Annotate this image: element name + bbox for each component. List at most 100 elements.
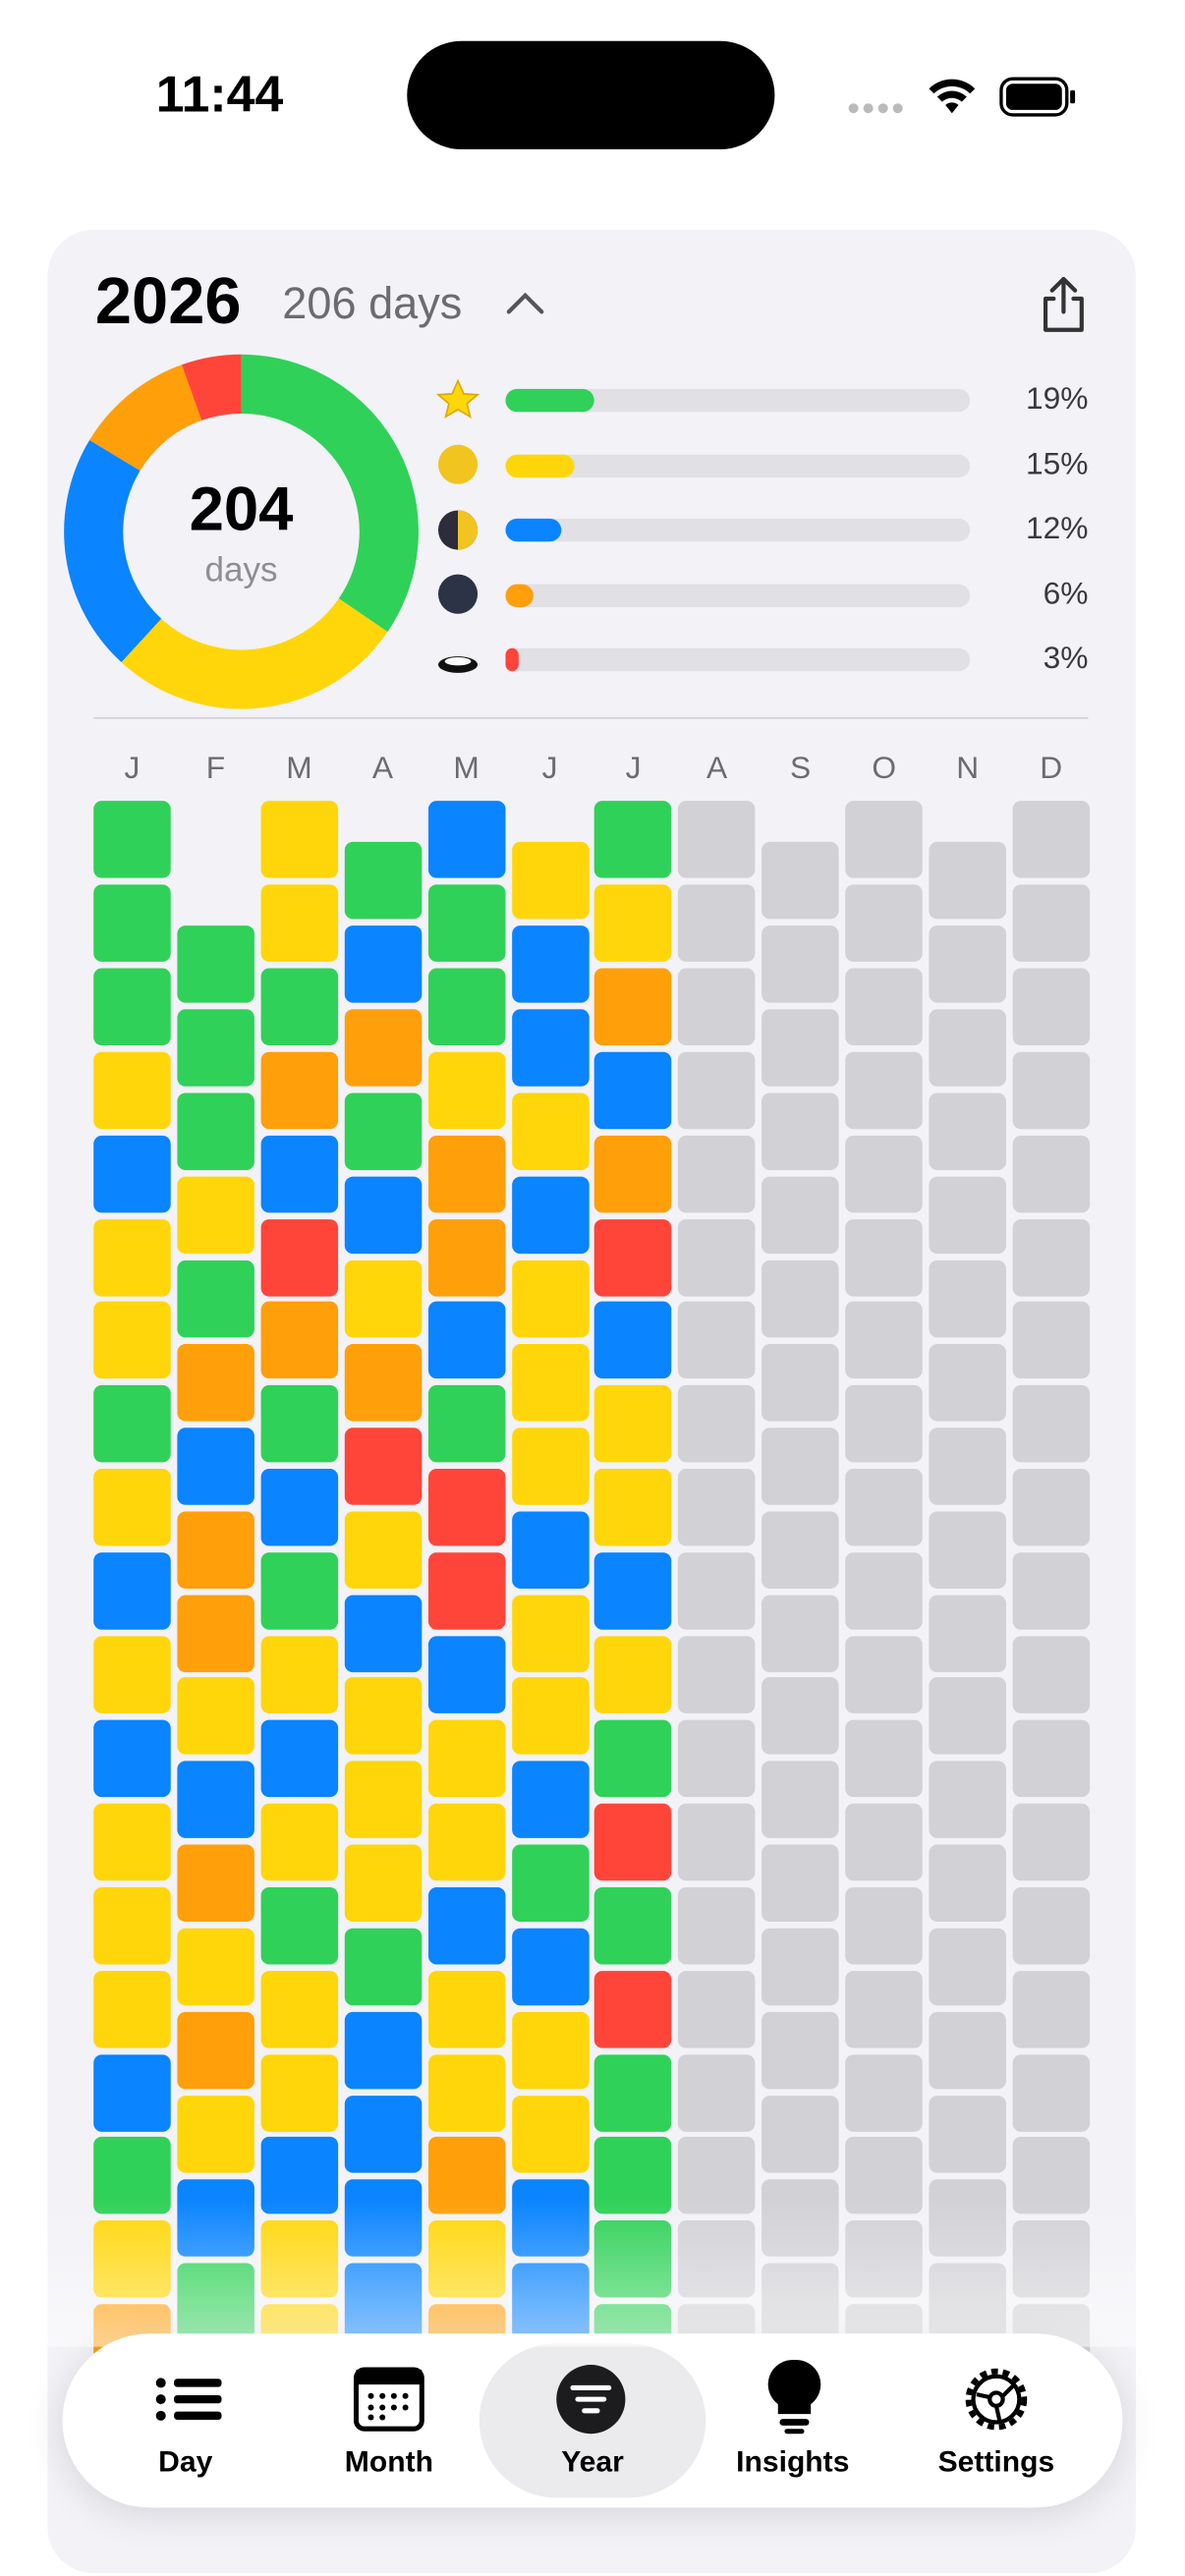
day-cell <box>427 801 505 878</box>
day-cell <box>762 1928 839 2006</box>
month-label: O <box>872 752 897 787</box>
month-label: A <box>371 752 394 787</box>
day-cell <box>1012 1886 1090 1964</box>
donut-segment <box>121 597 388 709</box>
day-cell <box>511 1092 589 1171</box>
day-cell <box>929 925 1006 1004</box>
day-cell <box>762 1844 839 1923</box>
day-cell <box>929 1844 1006 1923</box>
share-button[interactable] <box>1038 276 1090 335</box>
day-cell <box>1012 801 1090 878</box>
percent-label: 12% <box>1025 512 1089 547</box>
total-unit: days <box>205 550 278 588</box>
status-icons <box>848 77 1076 117</box>
day-cell <box>177 1928 254 2006</box>
tab-label[interactable]: Year <box>561 2444 624 2479</box>
day-cell <box>427 1552 505 1630</box>
day-cell <box>260 1636 338 1713</box>
day-cell <box>427 1135 505 1212</box>
day-cell <box>511 1761 589 1839</box>
day-cell <box>762 1510 839 1589</box>
day-cell <box>177 1092 254 1171</box>
day-cell <box>762 1260 839 1338</box>
day-cell <box>260 1803 338 1880</box>
day-cell <box>260 1135 338 1212</box>
month-label: M <box>453 752 480 787</box>
day-cell <box>93 801 171 878</box>
day-cell <box>344 2011 422 2090</box>
day-cell <box>845 1719 923 1797</box>
day-cell <box>678 1051 756 1129</box>
days-count: 206 days <box>282 278 463 329</box>
month-label: S <box>790 752 812 787</box>
tab-label[interactable]: Day <box>158 2444 213 2479</box>
day-cell <box>511 1928 589 2006</box>
day-cell <box>845 2053 923 2132</box>
day-cell <box>678 1803 756 1880</box>
year-card: 2026 206 days 204 days 19% 15% 12% 6% 3% J F M A… <box>47 229 1136 2574</box>
tab-label[interactable]: Settings <box>937 2444 1055 2479</box>
day-cell <box>1012 1385 1090 1463</box>
day-cell <box>344 1343 422 1422</box>
donut-segment <box>89 364 202 472</box>
day-cell <box>845 1218 923 1296</box>
day-cell <box>1012 1552 1090 1630</box>
day-cell <box>511 1510 589 1589</box>
day-cell <box>427 884 505 962</box>
day-cell <box>511 1427 589 1505</box>
collapse-button[interactable] <box>504 289 546 318</box>
day-cell <box>344 1176 422 1255</box>
day-cell <box>929 1677 1006 1756</box>
day-cell <box>177 1510 254 1589</box>
day-cell <box>344 1510 422 1589</box>
day-cell <box>845 1051 923 1129</box>
day-cell <box>260 884 338 962</box>
day-cell <box>594 1385 672 1463</box>
day-cell <box>762 1761 839 1839</box>
fade <box>47 2199 1136 2347</box>
day-cell <box>93 968 171 1045</box>
day-cell <box>427 1719 505 1797</box>
tab-label[interactable]: Insights <box>736 2444 850 2479</box>
day-cell <box>762 925 839 1004</box>
day-cell <box>93 1135 171 1212</box>
day-cell <box>93 1385 171 1463</box>
day-cell <box>1012 1135 1090 1212</box>
day-cell <box>344 1594 422 1672</box>
day-cell <box>1012 1970 1090 2047</box>
day-cell <box>929 1594 1006 1672</box>
percent-label: 3% <box>1043 642 1089 677</box>
year-title: 2026 <box>94 265 242 339</box>
day-cell <box>93 1469 171 1546</box>
day-cell <box>93 1302 171 1379</box>
day-cell <box>427 1051 505 1129</box>
day-cell <box>929 1928 1006 2006</box>
bar-track <box>505 647 971 672</box>
day-cell <box>177 1427 254 1505</box>
day-cell <box>93 1552 171 1630</box>
day-cell <box>929 1510 1006 1589</box>
day-cell <box>260 968 338 1045</box>
day-cell <box>511 2011 589 2090</box>
mood-icons <box>435 378 480 673</box>
day-cell <box>344 1844 422 1923</box>
day-cell <box>427 1886 505 1964</box>
day-cell <box>511 1009 589 1088</box>
day-cell <box>344 1009 422 1088</box>
day-cell <box>260 1385 338 1463</box>
day-cell <box>762 1092 839 1171</box>
tab-label[interactable]: Month <box>344 2444 433 2479</box>
day-cell <box>678 1469 756 1546</box>
day-cell <box>1012 1719 1090 1797</box>
day-cell <box>511 2095 589 2173</box>
day-cell <box>93 1886 171 1964</box>
dynamic-island <box>407 40 775 150</box>
day-cell <box>929 1092 1006 1171</box>
day-cell <box>260 1719 338 1797</box>
day-cell <box>929 1260 1006 1338</box>
day-cell <box>1012 1636 1090 1713</box>
day-cell <box>845 1469 923 1546</box>
month-label: J <box>625 752 642 787</box>
day-cell <box>177 1176 254 1255</box>
